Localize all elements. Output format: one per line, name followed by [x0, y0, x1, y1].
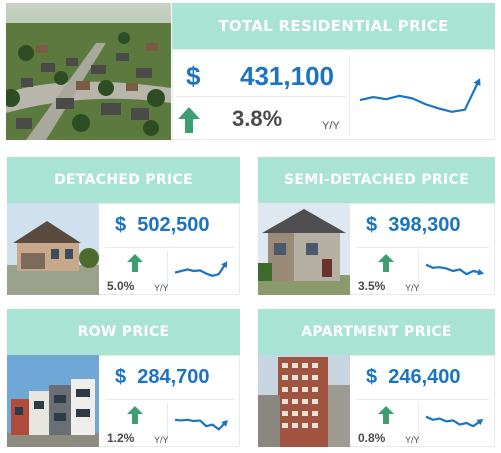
sparkline-line: [359, 81, 479, 113]
currency-symbol: $: [186, 61, 201, 91]
change-percent: 5.0%: [107, 279, 135, 293]
divider: [356, 247, 489, 248]
card-header: SEMI-DETACHED PRICE: [258, 157, 495, 203]
total-change-unit: Y/Y: [322, 120, 340, 132]
total-change-percent: 3.8%: [232, 106, 283, 131]
change-percent: 1.2%: [107, 431, 135, 445]
sparkline-arrowhead: [476, 418, 484, 426]
price-sparkline: [425, 263, 485, 276]
aerial-neighbourhood-photo: [6, 3, 171, 140]
card-header: APARTMENT PRICE: [258, 309, 495, 355]
property-photo: [258, 355, 350, 447]
total-residential-card: [172, 49, 495, 140]
price-value: $ 398,300: [366, 214, 461, 236]
sparkline-arrowhead: [477, 268, 485, 276]
arrow-up-icon: [127, 254, 143, 277]
change-percent: 3.5%: [358, 279, 386, 293]
property-photo: [7, 355, 99, 447]
price-sparkline: [174, 261, 228, 277]
change-unit: Y/Y: [154, 435, 169, 445]
divider: [167, 251, 168, 291]
total-price-value: 431,100: [240, 61, 334, 91]
change-unit: Y/Y: [405, 283, 420, 293]
price-value: $ 502,500: [115, 214, 210, 236]
sparkline-line: [174, 263, 226, 277]
divider: [418, 251, 419, 291]
divider: [167, 403, 168, 443]
property-photo: [258, 203, 350, 295]
divider: [349, 55, 350, 135]
change-unit: Y/Y: [154, 283, 169, 293]
divider: [105, 399, 234, 400]
price-value: $ 246,400: [366, 366, 461, 388]
arrow-up-icon: [178, 107, 200, 138]
sparkline-arrowhead: [473, 78, 481, 87]
arrow-up-icon: [127, 406, 143, 429]
sparkline-arrowhead: [221, 419, 228, 427]
price-value: $ 284,700: [115, 366, 210, 388]
total-residential-header: TOTAL RESIDENTIAL PRICE: [172, 3, 495, 49]
price-sparkline: [174, 418, 228, 431]
change-percent: 0.8%: [358, 431, 386, 445]
total-price-sparkline: [359, 78, 481, 113]
divider: [176, 96, 346, 97]
sparkline-line: [174, 418, 226, 431]
price-sparkline: [425, 415, 484, 428]
divider: [105, 247, 234, 248]
card-header: ROW PRICE: [7, 309, 240, 355]
divider: [356, 399, 489, 400]
sparkline-arrowhead: [221, 261, 228, 269]
sparkline-line: [425, 415, 481, 428]
arrow-up-icon: [378, 254, 394, 277]
arrow-up-icon: [378, 406, 394, 429]
change-unit: Y/Y: [405, 435, 420, 445]
property-photo: [7, 203, 99, 295]
divider: [418, 403, 419, 443]
card-header: DETACHED PRICE: [7, 157, 240, 203]
sparkline-line: [425, 263, 481, 276]
